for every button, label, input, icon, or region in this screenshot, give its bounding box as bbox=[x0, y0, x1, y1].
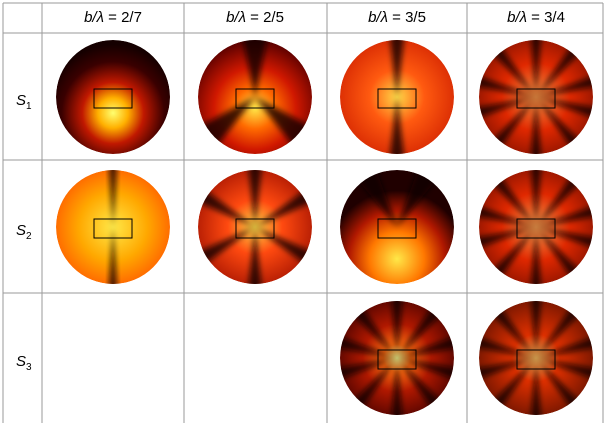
field-image bbox=[56, 170, 170, 284]
lobe bbox=[387, 40, 407, 97]
field-image bbox=[340, 40, 454, 154]
field-disc bbox=[56, 40, 170, 154]
dark-lobes bbox=[107, 170, 119, 284]
row-subscript: 1 bbox=[26, 101, 32, 112]
header-variable: b/λ bbox=[507, 9, 527, 26]
lobe bbox=[529, 358, 543, 415]
row-symbol: S bbox=[16, 222, 26, 239]
scatterer-box bbox=[235, 218, 275, 239]
lobe bbox=[529, 301, 543, 358]
lobe bbox=[529, 227, 543, 284]
scatterer-box bbox=[377, 349, 417, 370]
field-image bbox=[479, 301, 593, 415]
row-label: S1 bbox=[16, 92, 32, 112]
scatterer-box bbox=[235, 88, 275, 109]
row-subscript: 2 bbox=[26, 231, 32, 242]
header-variable: b/λ bbox=[84, 9, 104, 26]
field-image bbox=[198, 170, 312, 284]
header-value: = 2/7 bbox=[104, 9, 142, 26]
dark-lobes bbox=[387, 40, 407, 154]
scatterer-box bbox=[516, 349, 556, 370]
scatterer-box bbox=[93, 88, 133, 109]
field-image bbox=[56, 40, 170, 154]
field-image bbox=[479, 170, 593, 284]
column-header: b/λ = 3/4 bbox=[507, 9, 565, 26]
row-label: S2 bbox=[16, 222, 32, 242]
column-header: b/λ = 3/5 bbox=[368, 9, 426, 26]
column-header: b/λ = 2/7 bbox=[84, 9, 142, 26]
row-symbol: S bbox=[16, 92, 26, 109]
scatterer-box bbox=[516, 218, 556, 239]
lobe bbox=[107, 170, 119, 227]
header-value: = 3/4 bbox=[527, 9, 565, 26]
row-label: S3 bbox=[16, 353, 32, 373]
scatterer-box bbox=[377, 88, 417, 109]
lobe bbox=[529, 40, 543, 97]
scatterer-box bbox=[516, 88, 556, 109]
field-image bbox=[198, 40, 312, 154]
header-value: = 2/5 bbox=[246, 9, 284, 26]
field-image bbox=[340, 301, 454, 415]
lobe bbox=[387, 97, 407, 154]
lobe bbox=[529, 170, 543, 227]
lobe bbox=[246, 227, 264, 284]
field-image bbox=[479, 40, 593, 154]
lobe bbox=[107, 227, 119, 284]
lobe bbox=[389, 358, 405, 415]
column-header: b/λ = 2/5 bbox=[226, 9, 284, 26]
field-image bbox=[340, 170, 454, 284]
row-symbol: S bbox=[16, 353, 26, 370]
row-subscript: 3 bbox=[26, 362, 32, 373]
header-variable: b/λ bbox=[368, 9, 388, 26]
lobe bbox=[246, 170, 264, 227]
header-value: = 3/5 bbox=[388, 9, 426, 26]
header-variable: b/λ bbox=[226, 9, 246, 26]
scatterer-box bbox=[377, 218, 417, 239]
lobe bbox=[389, 301, 405, 358]
scatterer-box bbox=[93, 218, 133, 239]
lobe bbox=[239, 40, 271, 97]
lobe bbox=[529, 97, 543, 154]
